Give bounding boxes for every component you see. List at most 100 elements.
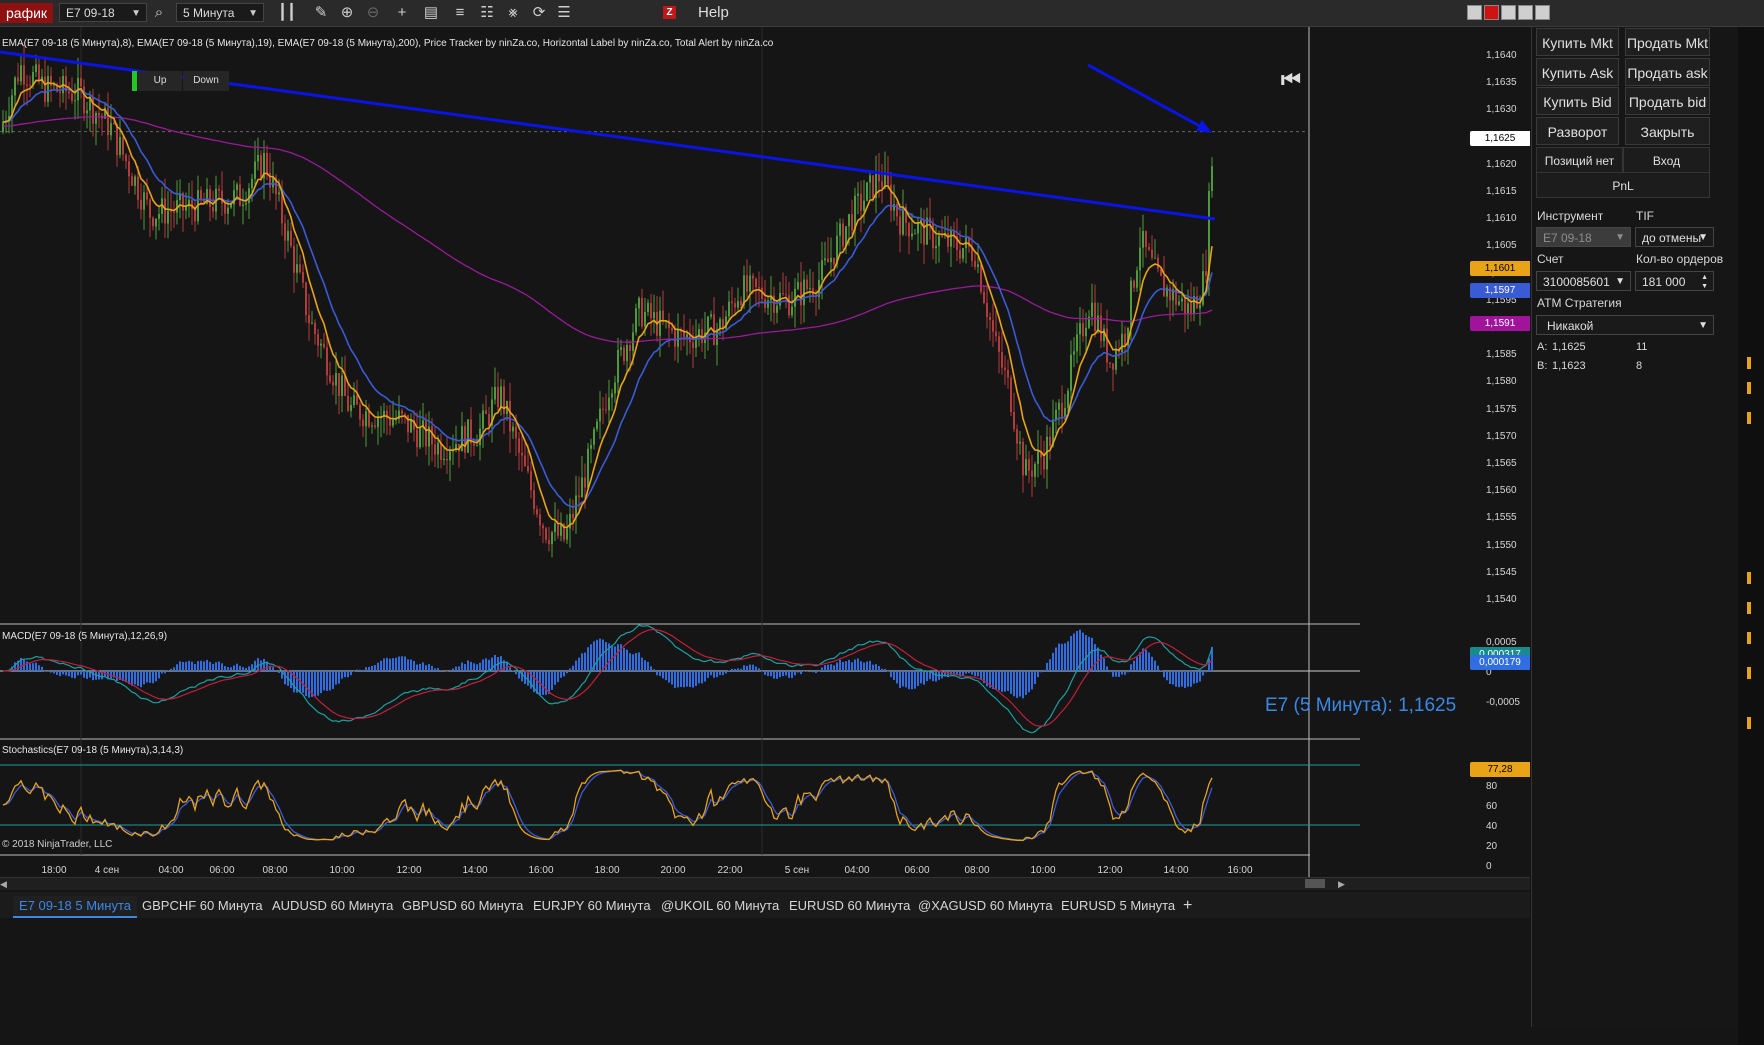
strategy-icon[interactable]: ⨳ [508, 4, 518, 21]
instrument-selector[interactable]: E7 09-18 ▼ [59, 3, 147, 22]
price-axis-label: 1,1550 [1486, 539, 1517, 551]
time-axis-label: 04:00 [844, 865, 870, 876]
candle-body [437, 442, 439, 455]
candle-body [323, 343, 325, 348]
order-button[interactable]: Продать bid [1625, 87, 1710, 115]
order-button[interactable]: Разворот [1536, 116, 1619, 145]
candle-body [1052, 419, 1054, 446]
scrollbar-thumb[interactable] [1305, 879, 1325, 888]
quantity-stepper[interactable]: 181 000 ▲ ▼ [1635, 271, 1714, 291]
chart-tab[interactable]: EURUSD 5 Минута [1061, 898, 1176, 913]
sort-icon[interactable]: ☷ [480, 4, 494, 21]
candle-body [482, 410, 484, 429]
horizontal-scrollbar[interactable]: ◀ ▶ [0, 877, 1530, 890]
candle-body [566, 528, 568, 540]
chart-area[interactable]: EMA(E7 09-18 (5 Минута),8), EMA(E7 09-18… [0, 27, 1531, 1027]
tile-icon[interactable]: ≡ [455, 4, 465, 21]
chart-tab[interactable]: @XAGUSD 60 Минута [918, 898, 1053, 913]
candle-body [293, 246, 295, 273]
down-button[interactable]: Down [183, 71, 229, 91]
chart-tab[interactable]: EURUSD 60 Минута [789, 898, 911, 913]
chart-tab[interactable]: GBPUSD 60 Минута [402, 898, 524, 913]
chart-tab[interactable]: E7 09-18 5 Минута [13, 896, 138, 918]
order-button[interactable]: Продать ask [1625, 57, 1710, 86]
properties-icon[interactable]: ▤ [423, 4, 439, 21]
order-button[interactable]: Закрыть [1625, 116, 1710, 145]
link-color-icon[interactable] [1484, 5, 1499, 20]
candle-body [143, 192, 145, 210]
bar-type-icon[interactable]: ┃┃ [278, 4, 297, 21]
candle-body [662, 310, 664, 321]
order-button[interactable]: Купить Ask [1536, 57, 1619, 86]
candle-body [476, 445, 478, 447]
candle-body [1181, 298, 1183, 302]
tif-select[interactable]: до отмены ▼ [1635, 227, 1714, 247]
list-icon[interactable]: ☰ [557, 4, 571, 21]
candle-body [74, 100, 76, 102]
refresh-icon[interactable]: ⟳ [532, 4, 546, 21]
candle-body [791, 306, 793, 316]
candle-body [338, 373, 340, 396]
interval-selector[interactable]: 5 Минута ▼ [176, 3, 264, 22]
candle-body [281, 192, 283, 224]
chart-tab[interactable]: AUDUSD 60 Минута [272, 898, 394, 913]
scroll-left-icon[interactable]: ◀ [0, 879, 7, 889]
maximize-icon[interactable] [1518, 5, 1533, 20]
add-tab-button[interactable]: + [1183, 897, 1193, 914]
candle-body [1013, 411, 1015, 430]
z-icon[interactable]: Z [663, 6, 676, 19]
candle-body [614, 382, 616, 394]
chart-tab[interactable]: GBPCHF 60 Минута [142, 898, 263, 913]
candle-body [1205, 271, 1207, 276]
pencil-icon[interactable]: ✎ [314, 4, 328, 21]
candle-body [623, 347, 625, 362]
chart-tab[interactable]: @UKOIL 60 Минута [661, 898, 780, 913]
minimize-window-icon[interactable] [1501, 5, 1516, 20]
crosshair-icon[interactable]: + [397, 4, 407, 21]
candle-body [743, 275, 745, 306]
candle-body [563, 524, 565, 540]
search-icon[interactable]: ⌕ [154, 4, 164, 21]
candle-body [137, 176, 139, 200]
scroll-right-icon[interactable]: ▶ [1338, 879, 1345, 889]
candle-body [1130, 280, 1132, 328]
candle-body [173, 211, 175, 213]
order-button[interactable]: Купить Bid [1536, 87, 1619, 115]
chart-tab[interactable]: EURJPY 60 Минута [533, 898, 651, 913]
zoom-in-icon[interactable]: ⊕ [340, 4, 354, 21]
zoom-out-icon[interactable]: ⊖ [366, 4, 380, 21]
stepper-arrows-icon[interactable]: ▲ ▼ [1701, 274, 1708, 290]
candle-body [266, 153, 268, 174]
candle-body [737, 301, 739, 308]
candle-body [1172, 288, 1174, 301]
stoch-axis-label: 80 [1486, 781, 1498, 792]
candle-body [926, 217, 928, 245]
candle-body [131, 176, 133, 186]
candle-body [1088, 316, 1090, 328]
candle-body [1211, 166, 1213, 192]
candle-body [953, 230, 955, 237]
atm-strategy-select[interactable]: Никакой ▼ [1536, 315, 1714, 335]
order-button[interactable]: Продать Mkt [1625, 28, 1710, 56]
marker [1747, 572, 1751, 584]
close-icon[interactable] [1535, 5, 1550, 20]
price-tag: 1,1601 [1470, 261, 1530, 277]
help-menu[interactable]: Help [698, 4, 729, 21]
candle-body [272, 177, 274, 188]
minimize-icon[interactable] [1467, 5, 1482, 20]
chevron-down-icon: ▼ [131, 8, 141, 19]
candle-body [275, 177, 277, 195]
candle-body [65, 76, 67, 92]
scroll-to-start-icon[interactable]: ⏮ [1281, 67, 1301, 92]
time-axis-label: 22:00 [717, 865, 743, 876]
order-button[interactable]: Купить Mkt [1536, 28, 1619, 56]
chevron-down-icon: ▼ [1698, 320, 1708, 331]
price-chart-svg[interactable] [0, 27, 1531, 992]
account-select[interactable]: 3100085601 ▼ [1536, 271, 1631, 291]
candle-body [527, 466, 529, 472]
candle-body [254, 161, 256, 179]
candle-body [725, 316, 727, 329]
candle-body [1055, 409, 1057, 420]
time-axis-label: 06:00 [904, 865, 930, 876]
up-button[interactable]: Up [138, 71, 182, 91]
